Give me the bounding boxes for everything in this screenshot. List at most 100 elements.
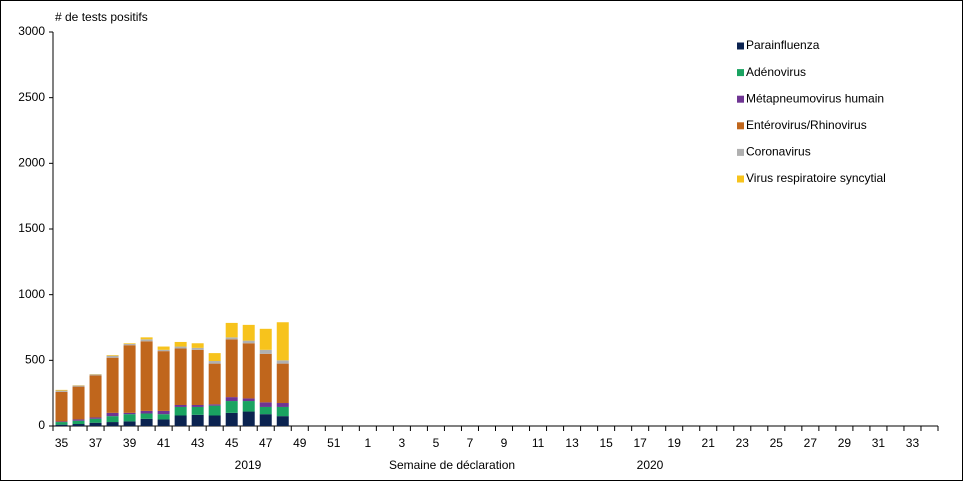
- bar-segment: [191, 404, 204, 407]
- x-tick-label: 51: [327, 436, 341, 450]
- year-label: 2019: [235, 458, 262, 472]
- bar-segment: [276, 322, 289, 361]
- bar-segment: [276, 416, 289, 426]
- x-tick-label: 31: [872, 436, 886, 450]
- y-tick-label: 2000: [18, 156, 45, 170]
- bar-segment: [191, 406, 204, 415]
- bar-segment: [208, 360, 221, 364]
- bar-segment: [157, 410, 170, 415]
- x-tick-label: 11: [532, 436, 545, 450]
- legend-label: Virus respiratoire syncytial: [746, 171, 886, 185]
- bar-segment: [225, 397, 238, 402]
- bar-segment: [242, 398, 255, 402]
- bar-segment: [276, 406, 289, 417]
- bar-segment: [276, 363, 289, 404]
- bar-segment: [89, 418, 102, 423]
- bar-segment: [259, 353, 272, 403]
- bar-segment: [174, 346, 187, 349]
- bar-segment: [123, 343, 136, 344]
- bar-segment: [208, 404, 221, 406]
- bar-segment: [208, 353, 221, 361]
- legend-swatch: [737, 42, 744, 50]
- bar-segment: [89, 422, 102, 426]
- bar-segment: [140, 410, 153, 414]
- bar-segment: [140, 337, 153, 340]
- bar-segment: [242, 401, 255, 412]
- legend-swatch: [737, 148, 744, 156]
- x-tick-label: 37: [89, 436, 103, 450]
- bar-segment: [55, 421, 68, 423]
- bar-segment: [106, 422, 119, 426]
- bar-segment: [157, 419, 170, 426]
- x-tick-label: 43: [191, 436, 205, 450]
- bar-segment: [55, 390, 68, 392]
- bar-segment: [72, 419, 85, 421]
- bar-segment: [191, 347, 204, 350]
- y-tick-label: 500: [25, 353, 45, 367]
- bar-segment: [55, 424, 68, 426]
- bar-segment: [123, 343, 136, 346]
- x-tick-label: 21: [702, 436, 716, 450]
- bar-segment: [89, 374, 102, 376]
- y-tick-label: 3000: [18, 24, 45, 38]
- bar-segment: [225, 337, 238, 340]
- bar-segment: [89, 417, 102, 419]
- legend-swatch: [737, 175, 744, 183]
- bar-segment: [157, 414, 170, 420]
- year-label: 2020: [637, 458, 664, 472]
- legend-label: Parainfluenza: [746, 38, 820, 52]
- y-tick-label: 1000: [18, 287, 45, 301]
- x-tick-label: 15: [599, 436, 613, 450]
- y-axis-label: # de tests positifs: [55, 10, 148, 24]
- y-tick-label: 0: [38, 418, 45, 432]
- bar-segment: [259, 414, 272, 426]
- bar-segment: [276, 403, 289, 407]
- x-tick-label: 39: [123, 436, 137, 450]
- bar-segment: [123, 414, 136, 422]
- legend-swatch: [737, 69, 744, 77]
- x-tick-label: 49: [293, 436, 307, 450]
- legend-label: Entérovirus/Rhinovirus: [746, 118, 867, 132]
- bar-segment: [259, 402, 272, 407]
- legend-swatch: [737, 95, 744, 103]
- x-tick-label: 19: [668, 436, 682, 450]
- bar-segment: [208, 363, 221, 405]
- x-tick-label: 47: [259, 436, 273, 450]
- x-tick-label: 13: [565, 436, 579, 450]
- x-tick-label: 23: [736, 436, 750, 450]
- bar-segment: [72, 424, 85, 426]
- x-tick-label: 7: [467, 436, 474, 450]
- y-tick-label: 1500: [18, 221, 45, 235]
- x-tick-label: 1: [365, 436, 372, 450]
- bar-segment: [174, 406, 187, 416]
- bar-segment: [72, 386, 85, 420]
- bar-segment: [174, 415, 187, 426]
- bar-segment: [106, 355, 119, 356]
- bar-segment: [259, 328, 272, 350]
- bar-segment: [140, 341, 153, 411]
- x-tick-label: 45: [225, 436, 239, 450]
- bar-segment: [123, 345, 136, 413]
- x-tick-label: 5: [433, 436, 440, 450]
- bar-segment: [174, 404, 187, 407]
- bar-segment: [55, 422, 68, 425]
- bar-segment: [225, 322, 238, 338]
- x-tick-label: 33: [906, 436, 920, 450]
- bar-segment: [242, 411, 255, 426]
- x-tick-label: 17: [633, 436, 647, 450]
- bar-segment: [259, 349, 272, 354]
- bar-segment: [89, 375, 102, 418]
- x-tick-label: 9: [501, 436, 508, 450]
- bar-segment: [191, 349, 204, 405]
- bar-segment: [259, 406, 272, 415]
- bar-segment: [276, 360, 289, 364]
- bar-segment: [157, 346, 170, 350]
- bar-segment: [140, 339, 153, 342]
- bar-segment: [123, 421, 136, 426]
- bar-segment: [242, 324, 255, 341]
- y-tick-label: 2500: [18, 90, 45, 104]
- bar-segment: [208, 405, 221, 416]
- bar-segment: [242, 340, 255, 344]
- x-tick-label: 27: [804, 436, 818, 450]
